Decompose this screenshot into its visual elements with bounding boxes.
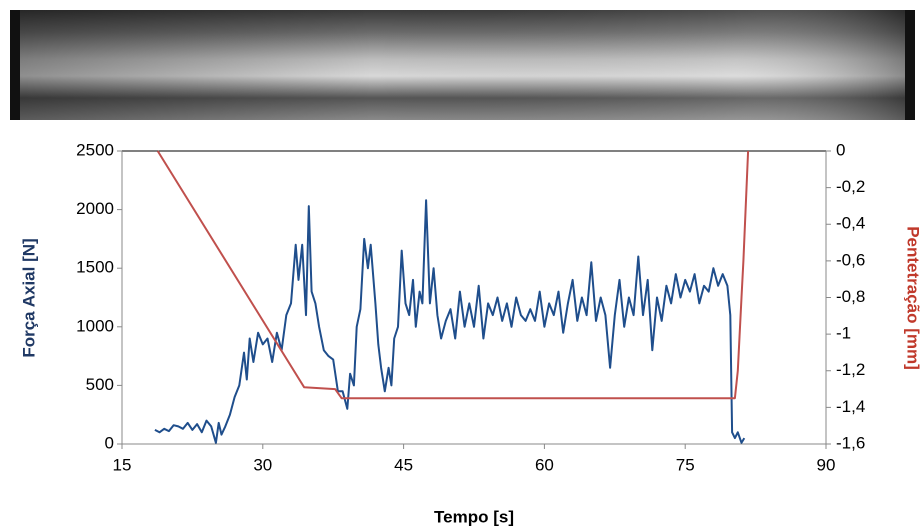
y2-tick-label: -1,6 — [836, 433, 865, 452]
y-tick-label: 500 — [86, 375, 114, 394]
data-line — [156, 150, 750, 400]
y2-tick-label: -0,4 — [836, 214, 865, 233]
y2-tick-label: -0,6 — [836, 250, 865, 269]
x-tick-label: 60 — [535, 455, 554, 474]
x-tick-label: 45 — [394, 455, 413, 474]
y-tick-label: 2000 — [76, 199, 114, 218]
y2-tick-label: -0,2 — [836, 177, 865, 196]
y2-tick-label: -0,8 — [836, 287, 865, 306]
y2-tick-label: 0 — [836, 140, 845, 159]
y2-tick-label: -1,2 — [836, 360, 865, 379]
y2-tick-label: -1 — [836, 324, 851, 343]
x-tick-label: 75 — [676, 455, 695, 474]
weld-photo — [10, 10, 915, 120]
y-tick-label: 1000 — [76, 316, 114, 335]
x-tick-label: 90 — [817, 455, 836, 474]
y-tick-label: 1500 — [76, 258, 114, 277]
y-tick-label: 2500 — [76, 140, 114, 159]
data-line — [154, 199, 746, 444]
y-tick-label: 0 — [105, 433, 114, 452]
x-axis-title: Tempo [s] — [434, 507, 514, 526]
y2-axis-title: Pentetração [mm] — [904, 226, 923, 370]
x-tick-label: 30 — [253, 455, 272, 474]
x-tick-label: 15 — [113, 455, 132, 474]
y-axis-title: Força Axial [N] — [19, 238, 38, 357]
y2-tick-label: -1,4 — [836, 397, 865, 416]
